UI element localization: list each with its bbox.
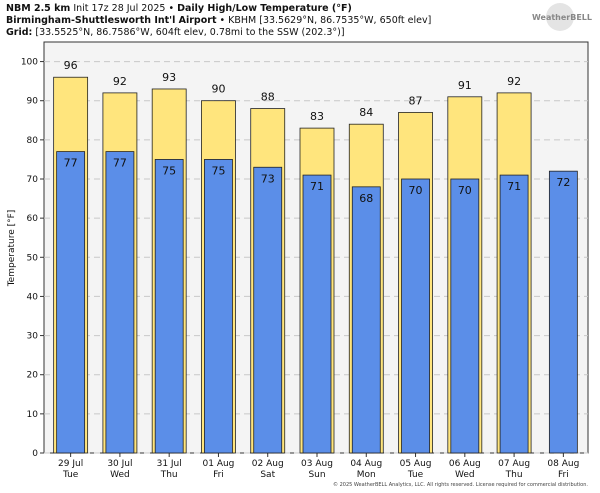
value-label: 68: [359, 192, 373, 205]
x-tick-label: 01 Aug: [203, 459, 235, 469]
bar: [450, 178, 480, 454]
y-tick-label: 0: [32, 449, 38, 459]
value-label: 84: [359, 106, 373, 119]
station: Birmingham-Shuttlesworth Int'l Airport: [6, 15, 217, 26]
value-label: 90: [211, 83, 225, 96]
x-tick-label: Thu: [505, 470, 523, 480]
x-tick-label: 31 Jul: [157, 459, 182, 469]
product: Daily High/Low Temperature (°F): [177, 3, 352, 14]
y-tick-label: 70: [27, 175, 39, 185]
bar: [105, 151, 135, 454]
y-tick-label: 10: [27, 410, 39, 420]
value-label: 73: [261, 172, 275, 185]
x-tick-label: Tue: [62, 470, 79, 480]
y-tick-label: 90: [27, 97, 39, 107]
y-tick-label: 40: [27, 292, 39, 302]
x-tick-label: 29 Jul: [58, 459, 83, 469]
value-label: 75: [162, 164, 176, 177]
bar: [302, 174, 332, 454]
x-tick-label: Fri: [558, 470, 569, 480]
bar: [154, 159, 184, 454]
value-label: 70: [458, 184, 472, 197]
x-tick-label: 07 Aug: [498, 459, 530, 469]
bar: [204, 159, 233, 454]
value-label: 87: [409, 94, 423, 107]
value-label: 83: [310, 110, 324, 123]
y-tick-label: 20: [27, 371, 39, 381]
value-label: 75: [211, 164, 225, 177]
value-label: 72: [556, 176, 570, 189]
header-line-3: Grid: [33.5525°N, 86.7586°W, 604ft elev,…: [6, 27, 345, 38]
station-info: • KBHM [33.5629°N, 86.7535°W, 650ft elev…: [220, 15, 432, 26]
logo-mark: [546, 3, 574, 31]
value-label: 96: [64, 59, 78, 72]
bar: [253, 166, 283, 454]
value-label: 92: [113, 75, 127, 88]
bar: [56, 151, 86, 454]
value-label: 77: [64, 157, 78, 170]
y-axis-label: Temperature [°F]: [7, 210, 17, 288]
value-label: 91: [458, 79, 472, 92]
x-tick-label: Thu: [160, 470, 178, 480]
y-tick-label: 60: [27, 214, 39, 224]
x-tick-label: 03 Aug: [301, 459, 333, 469]
bar: [401, 178, 430, 454]
x-tick-label: 08 Aug: [547, 459, 579, 469]
x-tick-label: 04 Aug: [350, 459, 382, 469]
bar: [499, 174, 529, 454]
init: Init 17z 28 Jul 2025: [73, 3, 165, 14]
header-line-2: Birmingham-Shuttlesworth Int'l Airport •…: [6, 15, 431, 26]
x-tick-label: Sat: [260, 470, 275, 480]
x-tick-label: 05 Aug: [400, 459, 432, 469]
x-tick-label: Sun: [308, 470, 325, 480]
model: NBM 2.5 km: [6, 3, 70, 14]
value-label: 70: [409, 184, 423, 197]
x-tick-label: Wed: [110, 470, 130, 480]
x-tick-label: Wed: [455, 470, 475, 480]
x-tick-label: Mon: [357, 470, 376, 480]
x-tick-label: Fri: [213, 470, 224, 480]
header-line-1: NBM 2.5 km Init 17z 28 Jul 2025 • Daily …: [6, 3, 352, 14]
value-label: 93: [162, 71, 176, 84]
value-label: 77: [113, 157, 127, 170]
grid-label: Grid:: [6, 27, 32, 38]
logo: WeatherBELL: [532, 13, 592, 22]
y-tick-label: 80: [27, 136, 39, 146]
bar: [351, 186, 381, 454]
x-tick-label: 30 Jul: [107, 459, 132, 469]
y-tick-label: 30: [27, 332, 39, 342]
x-tick-label: Tue: [407, 470, 424, 480]
x-tick-label: 06 Aug: [449, 459, 481, 469]
x-tick-label: 02 Aug: [252, 459, 284, 469]
value-label: 71: [310, 180, 324, 193]
value-label: 71: [507, 180, 521, 193]
y-tick-label: 50: [27, 253, 39, 263]
value-label: 88: [261, 91, 275, 104]
bar: [548, 170, 578, 454]
grid-info: [33.5525°N, 86.7586°W, 604ft elev, 0.78m…: [35, 27, 344, 38]
footer: © 2025 WeatherBELL Analytics, LLC. All r…: [333, 481, 588, 488]
value-label: 92: [507, 75, 521, 88]
y-tick-label: 100: [21, 58, 38, 68]
